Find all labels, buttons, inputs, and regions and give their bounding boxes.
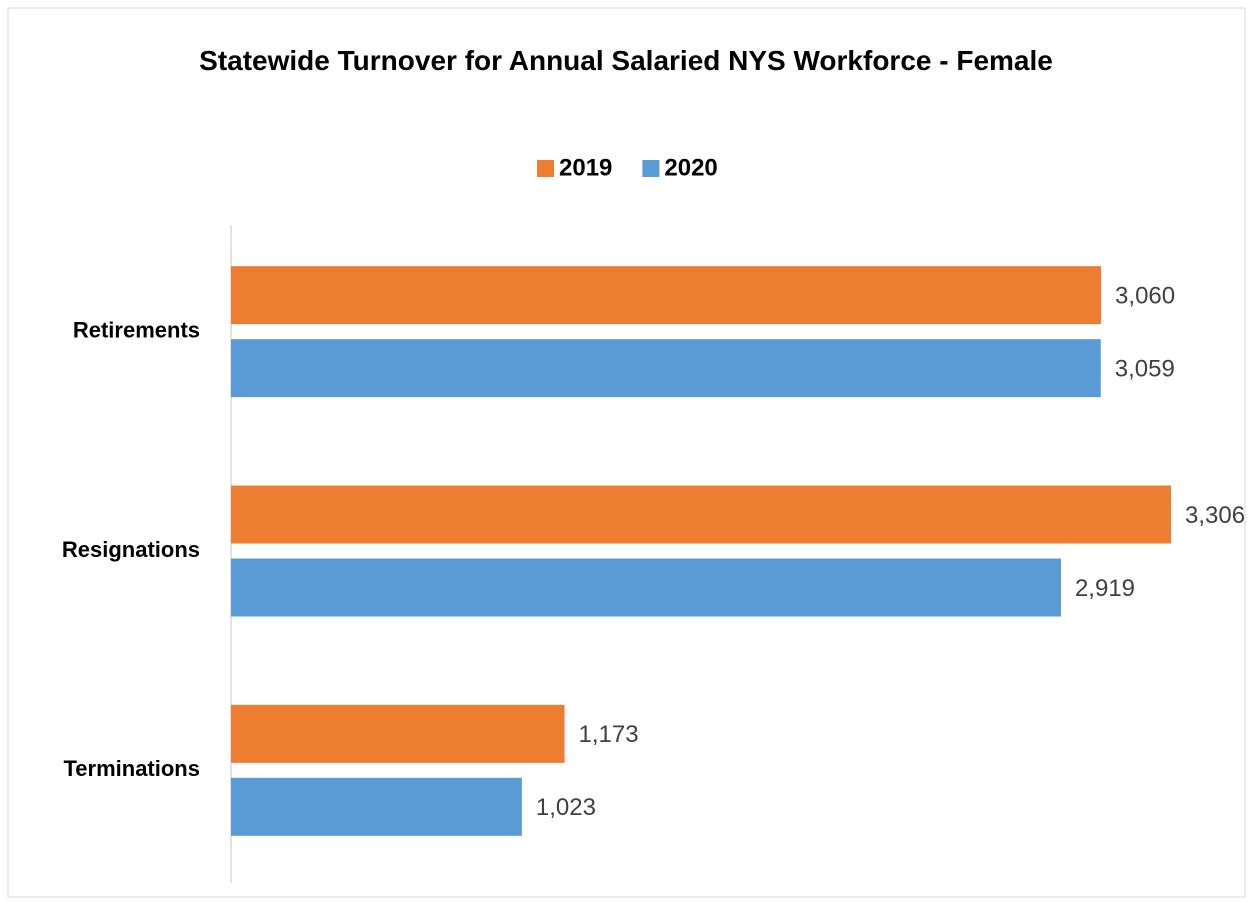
data-label: 1,173 [579, 721, 639, 748]
data-label: 3,059 [1115, 356, 1175, 383]
chart-title: Statewide Turnover for Annual Salaried N… [199, 45, 1053, 76]
legend-swatch [642, 160, 660, 177]
bar [231, 704, 565, 763]
bar [231, 777, 522, 836]
legend-swatch [537, 160, 554, 177]
data-label: 3,306 [1185, 502, 1245, 529]
y-tick-label: Terminations [63, 756, 200, 781]
data-label: 1,023 [536, 794, 596, 821]
y-tick-label: Retirements [73, 317, 200, 342]
chart-border [7, 7, 1246, 898]
bar [231, 339, 1101, 398]
legend-label: 2019 [559, 154, 612, 181]
bar [231, 485, 1171, 544]
data-label: 3,060 [1115, 283, 1175, 310]
data-label: 2,919 [1075, 575, 1135, 602]
bar [231, 266, 1102, 325]
y-tick-label: Resignations [62, 537, 200, 562]
legend-label: 2020 [664, 154, 717, 181]
bar [231, 558, 1061, 617]
